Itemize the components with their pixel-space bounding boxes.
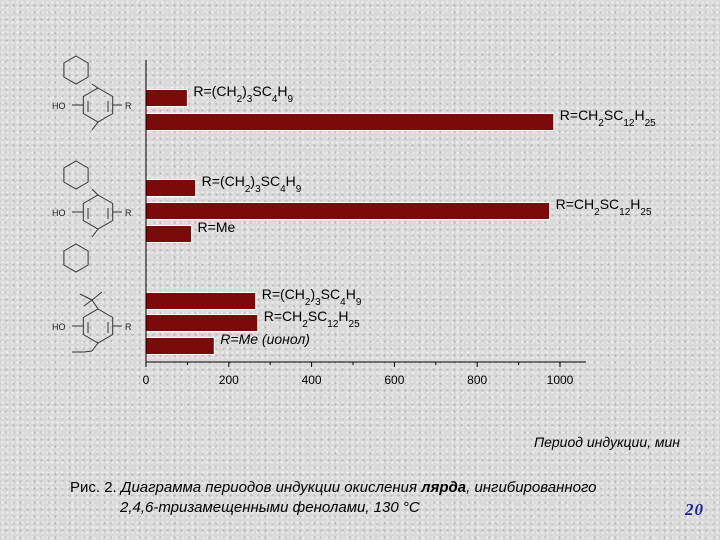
x-axis: 0 200 400 600 800 1000: [143, 60, 586, 387]
phenol-structure: HO R: [52, 291, 132, 353]
bar: [145, 337, 215, 355]
caption-text-before: Диаграмма периодов индукции окисления: [120, 479, 417, 496]
bar: [145, 292, 257, 310]
x-tick-label: 1000: [547, 373, 574, 387]
x-tick-label: 400: [302, 373, 322, 387]
bar: [145, 225, 193, 243]
x-tick-label: 0: [143, 373, 150, 387]
bar: [145, 202, 551, 220]
bar-label: R=CH2SC12H25: [264, 308, 360, 330]
phenol-structure: HO R: [52, 160, 132, 273]
bar-label: R=Me: [198, 219, 236, 235]
bar-label: R=CH2SC12H25: [560, 107, 656, 129]
hydroxyl-label: HO: [52, 101, 66, 111]
caption-line-2: 2,4,6-тризамещенными фенолами, 130 °С: [120, 499, 420, 516]
caption-text-after: , ингибированного: [466, 479, 597, 496]
bar-label: R=(CH2)3SC4H9: [193, 83, 293, 105]
bar: [145, 179, 197, 197]
phenol-structures: HO R HO R HO R: [52, 55, 132, 353]
substituent-label: R: [125, 322, 132, 332]
bar-label: R=Me (ионол): [220, 331, 310, 347]
x-tick-label: 600: [384, 373, 404, 387]
hydroxyl-label: HO: [52, 322, 66, 332]
substituent-label: R: [125, 101, 132, 111]
bar-label: R=(CH2)3SC4H9: [202, 173, 302, 195]
bar: [145, 113, 555, 131]
caption-bold-word: лярда: [421, 479, 467, 496]
figure-caption: Рис. 2. Диаграмма периодов индукции окис…: [70, 478, 690, 518]
hydroxyl-label: HO: [52, 208, 66, 218]
induction-period-chart: HO RHO RHO R R=(CH2)3SC4H9R=CH2SC12H25R=(CH…: [52, 55, 680, 450]
bar: [145, 89, 188, 107]
bar-labels-layer: R=(CH2)3SC4H9R=CH2SC12H25R=(CH2)3SC4H9R=…: [193, 83, 656, 347]
x-axis-label: Период индукции, мин: [534, 434, 680, 450]
bar-label: R=CH2SC12H25: [556, 196, 652, 218]
bar: [145, 314, 259, 332]
bar-label: R=(CH2)3SC4H9: [262, 286, 362, 308]
x-tick-label: 200: [219, 373, 239, 387]
phenol-structure: HO R: [52, 55, 132, 131]
x-tick-label: 800: [467, 373, 487, 387]
substituent-label: R: [125, 208, 132, 218]
caption-prefix: Рис. 2.: [70, 479, 117, 496]
bars-layer: [145, 89, 555, 355]
page-number: 20: [685, 500, 704, 519]
